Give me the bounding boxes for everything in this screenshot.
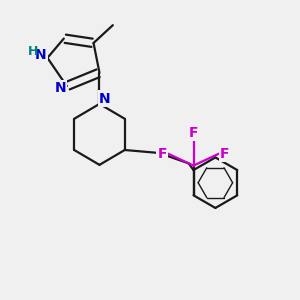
Text: H: H [28, 45, 38, 58]
Text: N: N [99, 92, 111, 106]
Text: F: F [189, 126, 198, 140]
Text: F: F [220, 147, 230, 161]
Text: F: F [158, 147, 167, 161]
Text: N: N [54, 82, 66, 95]
Text: N: N [35, 49, 47, 62]
